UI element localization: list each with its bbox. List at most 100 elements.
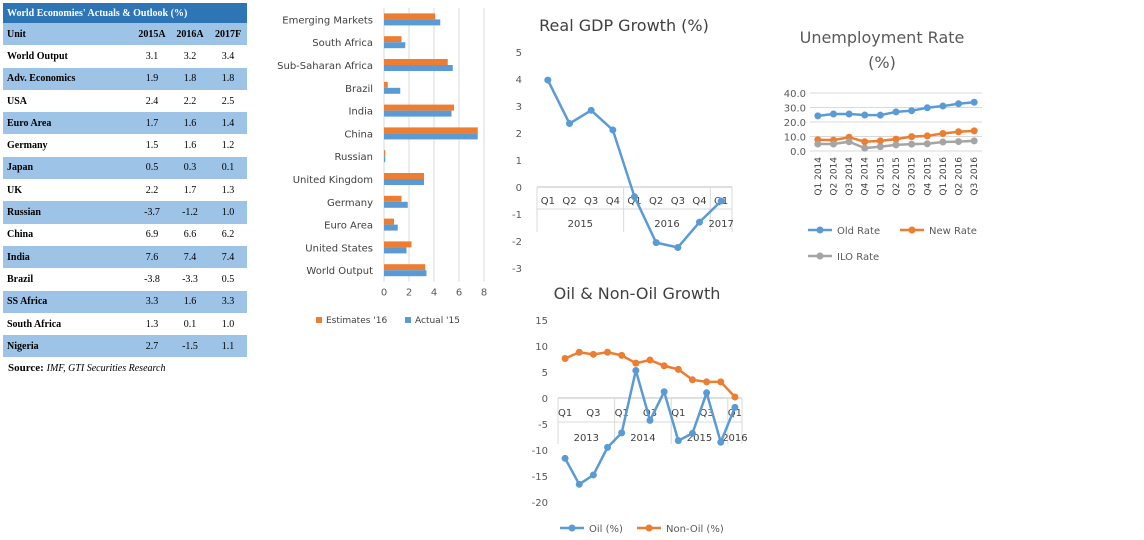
data-point [892,108,900,116]
row-value: 2.2 [145,184,159,196]
data-point [876,137,884,145]
bar [384,150,386,157]
bar [384,264,426,271]
data-point [674,437,682,445]
bar [384,179,424,185]
data-point [703,378,711,386]
y-tick-label: 0.0 [790,147,806,158]
row-value: 1.8 [171,67,209,90]
y-tick-label: 10 [535,342,548,353]
row-label: Russian [3,201,133,224]
legend-marker [645,524,653,532]
quarter-label: Q1 [541,196,555,207]
row-label: China [7,229,34,241]
row-value: 1.7 [133,112,171,135]
bar [384,133,478,140]
year-label: 2014 [630,433,655,444]
data-point [892,135,900,143]
category-label: World Output [306,266,373,277]
x-tick-label: 8 [481,288,487,299]
data-point [829,140,837,148]
header-2015a: 2015A [133,23,171,46]
line-chart-oil-nonoil: Oil & Non-Oil Growth 15 10 5 0 -5 -10 -15 -20 Q1 Q… [532,284,748,535]
data-point [876,143,884,151]
bar [384,224,398,231]
bar-chart-growth: 0 2 4 6 8 Emerging Markets South Africa Sub-Sah… [277,8,487,326]
data-point [845,110,853,118]
year-label: 2015 [687,433,712,444]
bar [384,201,408,208]
legend-label: Estimates '16 [326,316,388,326]
row-value: 2.2 [183,95,197,107]
y-tick-label: 3 [516,102,522,113]
row-value: 7.6 [133,245,171,269]
x-tick-label: Q2 2016 [955,157,965,196]
data-point [646,356,654,364]
category-label: Euro Area [324,221,373,232]
legend-label: Old Rate [837,226,880,237]
y-tick-label: -2 [512,237,522,248]
row-value: 2.5 [221,95,235,107]
bar [384,241,412,248]
data-point [632,366,640,374]
data-point [660,362,668,370]
legend-swatch [316,317,322,323]
category-label: Emerging Markets [282,15,373,26]
data-point [923,104,931,112]
bar [384,36,402,43]
table-row: Brazil -3.8 -3.3 0.5 [3,268,247,290]
row-value: -1.5 [171,335,209,358]
row-value: 1.6 [183,140,197,152]
data-point [955,128,963,136]
table-row: India 7.6 7.4 7.4 [3,245,247,269]
table-title: World Economies' Actuals & Outlook (%) [3,3,247,23]
header-unit: Unit [3,23,133,46]
data-point [566,120,573,128]
row-value: 3.2 [183,50,197,62]
y-tick-label: 40.0 [784,89,806,100]
data-point [561,454,569,462]
bar [384,218,394,225]
data-point [955,100,963,108]
table-row: USA 2.4 2.2 2.5 [3,90,247,112]
data-point [731,403,739,411]
x-tick-label: Q4 2014 [861,157,871,196]
row-value: 0.5 [133,156,171,180]
row-value: 1.0 [209,201,247,224]
legend-marker [568,524,576,532]
chart-title: (%) [868,53,896,72]
data-point [861,144,869,152]
table-row: Russian -3.7 -1.2 1.0 [3,201,247,224]
row-label: World Output [7,50,68,62]
y-tick-label: 4 [516,75,522,86]
category-label: South Africa [312,38,373,49]
row-value: 0.1 [183,318,197,330]
row-value: -3.3 [182,273,198,285]
table-row: Nigeria 2.7 -1.5 1.1 [3,335,247,358]
data-point [939,138,947,146]
x-tick-label: 4 [431,288,437,299]
header-2016a: 2016A [171,23,209,46]
outlook-table: World Economies' Actuals & Outlook (%) U… [3,3,247,358]
data-point [632,359,640,367]
year-label: 2016 [654,219,679,230]
y-tick-label: 0 [516,183,522,194]
data-point [674,365,682,373]
data-point [970,98,978,106]
data-point [861,138,869,146]
row-value: 1.9 [133,67,171,90]
data-point [604,348,612,356]
table-row: Adv. Economics 1.9 1.8 1.8 [3,67,247,90]
row-value: 3.4 [221,50,235,62]
y-tick-label: 10.0 [784,133,806,144]
row-value: 1.1 [209,335,247,358]
row-value: 6.9 [145,229,159,241]
quarter-label: Q4 [692,196,706,207]
bar [384,13,436,20]
legend-label: Actual '15 [415,316,460,326]
table-title-row: World Economies' Actuals & Outlook (%) [3,3,247,23]
legend-swatch [405,317,411,323]
row-value: 1.4 [209,112,247,135]
data-point [955,138,963,146]
row-value: 0.5 [221,273,235,285]
